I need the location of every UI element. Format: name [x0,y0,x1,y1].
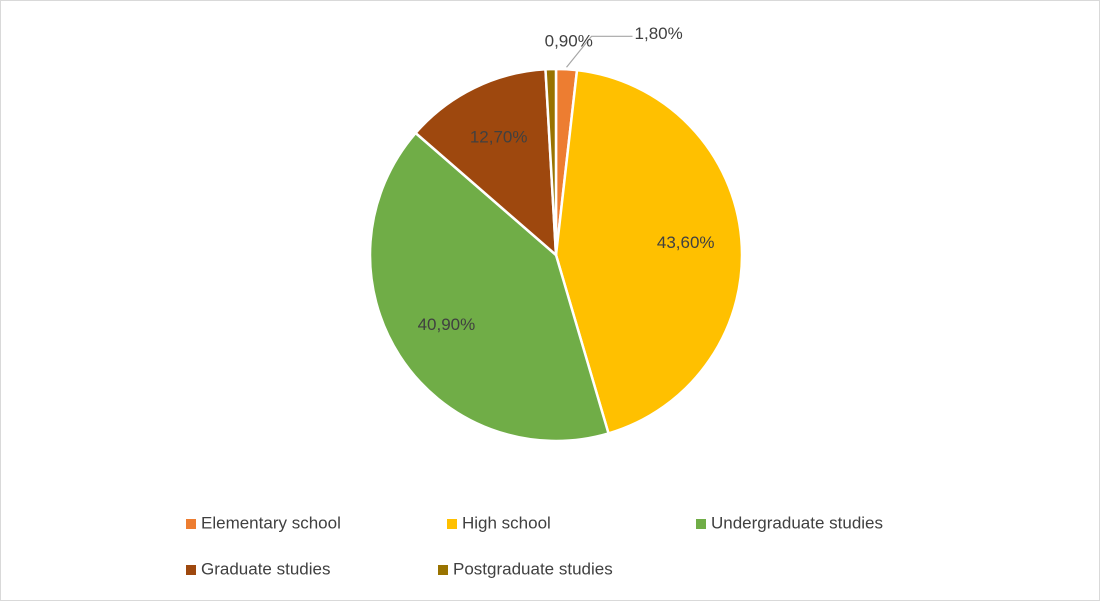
data-label: 1,80% [635,24,683,43]
leader-line [566,35,633,68]
legend-marker [186,565,196,575]
legend-label: High school [462,513,551,532]
legend-marker [447,519,457,529]
legend-label: Graduate studies [201,559,330,578]
legend-marker [186,519,196,529]
legend-label: Postgraduate studies [453,559,613,578]
pie-slice [413,67,558,258]
pie-slice [544,67,558,256]
data-label: 0,90% [545,32,593,51]
data-label: 40,90% [418,315,476,334]
data-label: 43,60% [657,233,715,252]
pie-slice [368,131,611,443]
legend-label: Undergraduate studies [711,513,883,532]
data-label: 12,70% [470,128,528,147]
legend-label: Elementary school [201,513,341,532]
legend-marker [438,565,448,575]
pie-slice [554,68,744,435]
legend-marker [696,519,706,529]
